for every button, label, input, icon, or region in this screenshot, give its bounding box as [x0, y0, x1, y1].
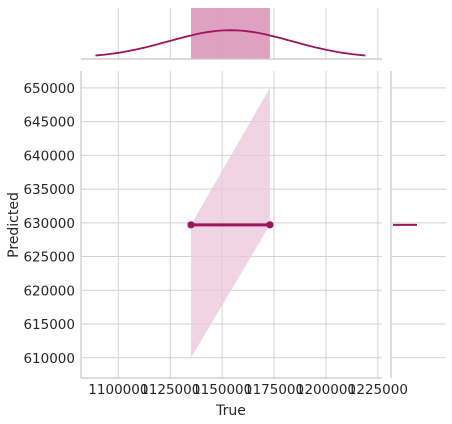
main-plot-panel: 1100000112500011500001175000120000012250… [23, 71, 408, 398]
x-tick-label: 1150000 [192, 382, 252, 398]
data-point [187, 221, 195, 229]
y-tick-label: 620000 [23, 283, 75, 299]
y-tick-label: 615000 [23, 317, 75, 333]
y-tick-label: 630000 [23, 216, 75, 232]
marginal-x-kde-curve [95, 29, 366, 57]
x-tick-label: 1125000 [140, 382, 200, 398]
confidence-band [191, 87, 270, 358]
y-tick-label: 640000 [23, 148, 75, 164]
y-tick-label: 650000 [23, 81, 75, 97]
y-tick-label: 610000 [23, 351, 75, 367]
x-tick-label: 1200000 [296, 382, 356, 398]
x-axis-label: True [215, 403, 246, 419]
x-tick-label: 1175000 [244, 382, 304, 398]
y-tick-label: 625000 [23, 250, 75, 266]
marginal-x-panel [81, 8, 382, 60]
y-tick-label: 635000 [23, 182, 75, 198]
y-tick-label: 645000 [23, 115, 75, 131]
y-axis-label: Predicted [6, 192, 22, 258]
data-point [266, 221, 274, 229]
x-tick-label: 1225000 [348, 382, 408, 398]
x-tick-label: 1100000 [88, 382, 148, 398]
marginal-y-panel [390, 71, 446, 378]
